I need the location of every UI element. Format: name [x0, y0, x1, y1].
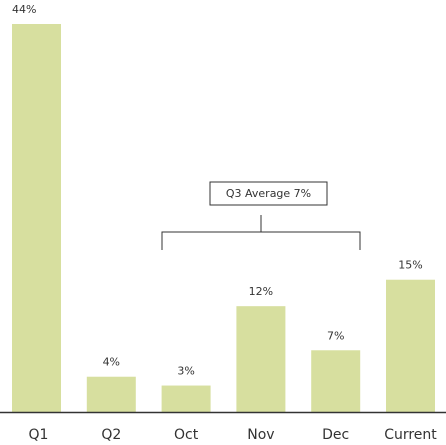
- value-label: 3%: [177, 365, 194, 378]
- x-tick-label: Q2: [101, 427, 121, 443]
- bar: [386, 279, 435, 412]
- bar: [86, 376, 136, 412]
- value-label: 7%: [327, 329, 344, 342]
- x-tick-label: Current: [384, 427, 437, 443]
- x-tick-label: Dec: [322, 427, 349, 443]
- annotation: Q3 Average 7%: [226, 187, 311, 200]
- value-label: 44%: [12, 3, 36, 16]
- x-tick-label: Q1: [29, 427, 49, 443]
- value-label: 4%: [103, 356, 120, 369]
- bar: [236, 306, 286, 412]
- x-tick-label: Nov: [247, 427, 274, 443]
- bar: [161, 385, 211, 412]
- value-label: 12%: [249, 285, 273, 298]
- annotation-box: [209, 181, 328, 206]
- bar: [311, 350, 361, 412]
- x-tick-label: Oct: [174, 427, 199, 443]
- bar: [12, 24, 61, 412]
- bracket: [161, 215, 361, 250]
- value-label: 15%: [398, 259, 422, 272]
